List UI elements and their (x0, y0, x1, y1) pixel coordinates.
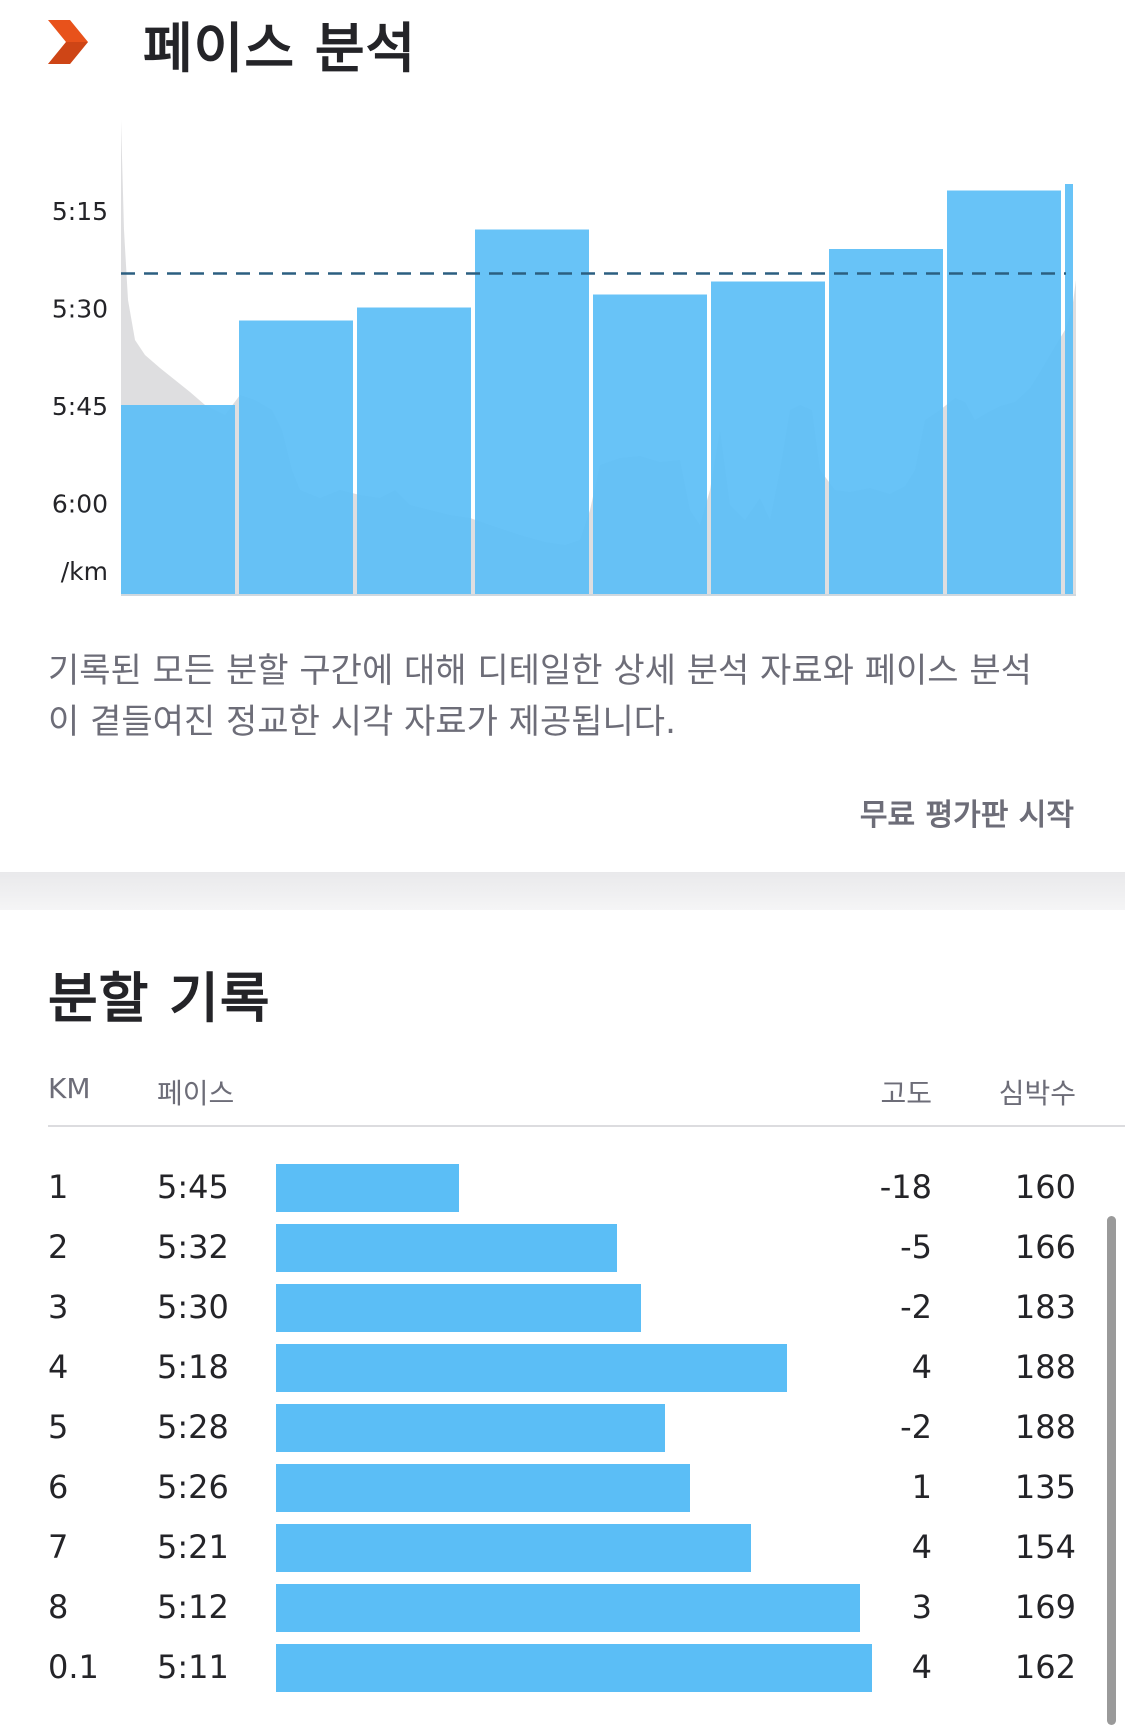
split-pace-bar (276, 1404, 666, 1452)
split-pace-bar (276, 1284, 641, 1332)
split-elevation: 4 (911, 1648, 932, 1686)
split-elevation: -18 (879, 1168, 932, 1206)
split-km: 7 (48, 1528, 69, 1566)
splits-title: 분할 기록 (48, 967, 271, 1030)
split-row[interactable]: 7 5:21 4 154 (0, 1520, 1125, 1580)
column-header-elevation: 고도 (880, 1077, 932, 1110)
split-heart-rate: 169 (1014, 1588, 1076, 1626)
pace-chart: 5:15 5:30 5:45 6:00/km (52, 120, 1076, 596)
pace-bar-3 (357, 307, 471, 595)
split-row[interactable]: 0.1 5:11 4 162 (0, 1640, 1125, 1700)
split-pace: 5:28 (157, 1408, 229, 1446)
pace-bar-0.1 (1065, 184, 1073, 595)
split-row[interactable]: 6 5:26 1 135 (0, 1460, 1125, 1520)
split-pace: 5:32 (157, 1228, 229, 1266)
split-heart-rate: 188 (1014, 1348, 1076, 1386)
pace-analysis-section: 페이스 분석 5:15 5:30 5:45 6:00/km 기록된 모든 분할 구간에… (0, 0, 1125, 833)
split-km: 8 (48, 1588, 69, 1626)
pace-bar-4 (475, 229, 589, 595)
split-pace-bar (276, 1344, 787, 1392)
split-elevation: -2 (900, 1408, 932, 1446)
split-heart-rate: 166 (1014, 1228, 1076, 1266)
split-pace: 5:21 (157, 1528, 229, 1566)
y-tick-label: 5:15 (52, 197, 108, 226)
split-km: 1 (48, 1168, 69, 1206)
split-pace-bar (276, 1464, 690, 1512)
split-row[interactable]: 4 5:18 4 188 (0, 1340, 1125, 1400)
split-pace-bar (276, 1164, 459, 1212)
column-header-km: KM (48, 1072, 91, 1105)
split-row[interactable]: 8 5:12 3 169 (0, 1580, 1125, 1640)
split-row[interactable]: 3 5:30 -2 183 (0, 1280, 1125, 1340)
split-pace: 5:12 (157, 1588, 229, 1626)
pace-bar-2 (239, 320, 353, 595)
start-free-trial-link[interactable]: 무료 평가판 시작 (859, 798, 1074, 833)
section-divider (0, 872, 1125, 910)
pace-bar-1 (121, 405, 235, 595)
split-elevation: -5 (900, 1228, 932, 1266)
split-pace-bar (276, 1524, 751, 1572)
pace-bar-8 (947, 190, 1061, 595)
split-elevation: 4 (911, 1348, 932, 1386)
split-elevation: 3 (911, 1588, 932, 1626)
split-heart-rate: 183 (1014, 1288, 1076, 1326)
split-heart-rate: 135 (1014, 1468, 1076, 1506)
split-pace: 5:11 (157, 1648, 229, 1686)
header-divider (48, 1125, 1125, 1127)
pace-bar-5 (593, 294, 707, 595)
split-km: 3 (48, 1288, 69, 1326)
pace-bar-6 (711, 281, 825, 595)
split-pace: 5:18 (157, 1348, 229, 1386)
pace-bar-7 (829, 249, 943, 595)
splits-section: 분할 기록 KM 페이스 고도 심박수 1 5:45 -18 160 2 5:32 -5 16… (0, 910, 1125, 1725)
y-tick-label: 6:00 (52, 490, 108, 519)
pace-analysis-header: 페이스 분석 (0, 0, 1125, 100)
split-row[interactable]: 5 5:28 -2 188 (0, 1400, 1125, 1460)
column-header-pace: 페이스 (157, 1077, 235, 1110)
split-pace: 5:30 (157, 1288, 229, 1326)
split-km: 6 (48, 1468, 69, 1506)
scrollbar[interactable] (1107, 1216, 1116, 1725)
splits-table-header: KM 페이스 고도 심박수 (0, 1068, 1125, 1118)
split-elevation: 1 (911, 1468, 932, 1506)
chevron-logo-icon (48, 20, 88, 64)
split-heart-rate: 162 (1014, 1648, 1076, 1686)
split-heart-rate: 154 (1014, 1528, 1076, 1566)
split-elevation: 4 (911, 1528, 932, 1566)
split-row[interactable]: 1 5:45 -18 160 (0, 1160, 1125, 1220)
split-pace-bar (276, 1584, 860, 1632)
split-pace-bar (276, 1224, 617, 1272)
split-elevation: -2 (900, 1288, 932, 1326)
pace-analysis-title: 페이스 분석 (143, 17, 417, 80)
y-tick-label: 5:45 (52, 392, 108, 421)
split-km: 5 (48, 1408, 69, 1446)
y-tick-label: 5:30 (52, 295, 108, 324)
split-km: 4 (48, 1348, 69, 1386)
y-unit-label: /km (61, 557, 108, 586)
column-header-heart-rate: 심박수 (998, 1077, 1076, 1110)
split-pace-bar (276, 1644, 873, 1692)
split-row[interactable]: 2 5:32 -5 166 (0, 1220, 1125, 1280)
split-pace: 5:45 (157, 1168, 229, 1206)
split-km: 0.1 (48, 1648, 99, 1686)
split-heart-rate: 160 (1014, 1168, 1076, 1206)
split-km: 2 (48, 1228, 69, 1266)
pace-analysis-description: 기록된 모든 분할 구간에 대해 디테일한 상세 분석 자료와 페이스 분석이 … (48, 651, 1032, 742)
split-pace: 5:26 (157, 1468, 229, 1506)
split-heart-rate: 188 (1014, 1408, 1076, 1446)
